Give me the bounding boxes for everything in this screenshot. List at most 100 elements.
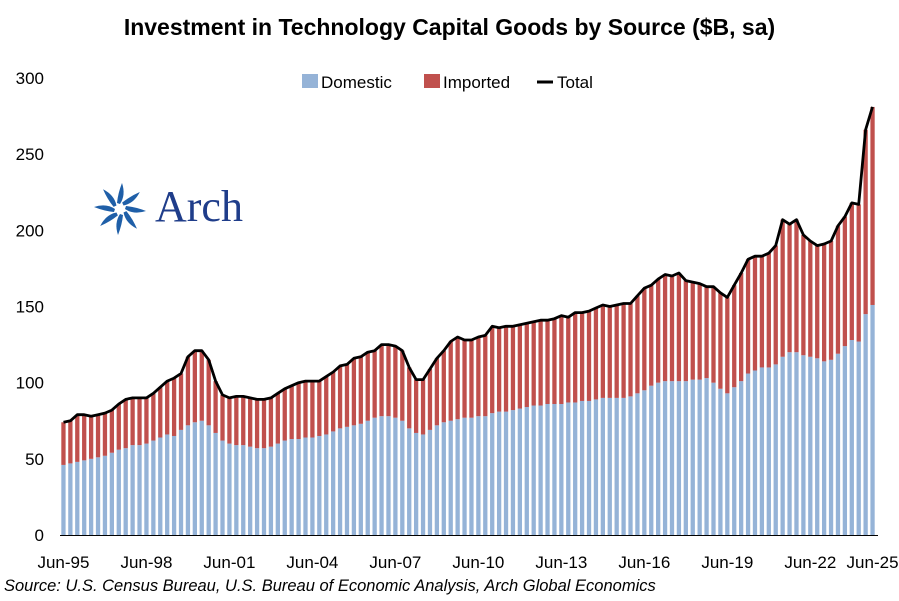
bar-domestic: [358, 423, 363, 535]
bar-domestic: [296, 439, 301, 535]
bar-domestic: [621, 397, 626, 535]
x-tick-label: Jun-13: [535, 553, 587, 572]
bar-domestic: [524, 407, 529, 535]
x-tick-label: Jun-10: [452, 553, 504, 572]
bar-imported: [400, 350, 405, 421]
bar-domestic: [427, 429, 433, 535]
bar-imported: [102, 413, 108, 456]
bar-domestic: [95, 457, 101, 535]
bar-imported: [185, 356, 191, 426]
bar-imported: [642, 288, 647, 391]
bar-imported: [676, 272, 682, 382]
bar-domestic: [856, 341, 861, 535]
bar-imported: [82, 414, 87, 461]
bar-domestic: [559, 403, 564, 535]
bar-imported: [303, 381, 308, 438]
bar-domestic: [842, 346, 848, 535]
bar-domestic: [662, 381, 668, 535]
bar-domestic: [206, 425, 211, 535]
bar-domestic: [234, 445, 239, 535]
bar-domestic: [503, 411, 509, 535]
bar-imported: [849, 202, 854, 341]
bar-imported: [248, 397, 253, 447]
bar-domestic: [801, 355, 806, 535]
bar-domestic: [656, 382, 661, 535]
bar-domestic: [835, 353, 841, 535]
bar-imported: [441, 350, 446, 423]
bar-domestic: [711, 382, 716, 535]
bar-imported: [607, 306, 612, 398]
bar-imported: [787, 224, 792, 353]
bar-domestic: [165, 434, 170, 535]
bar-imported: [434, 358, 440, 426]
bar-domestic: [310, 437, 315, 535]
bar-domestic: [407, 428, 412, 535]
bar-imported: [614, 304, 619, 398]
bar-domestic: [268, 446, 274, 535]
bar-domestic: [400, 420, 405, 535]
bar-domestic: [116, 449, 121, 535]
bar-imported: [137, 397, 142, 446]
imported-bars: [61, 106, 875, 465]
bar-domestic: [261, 448, 267, 535]
bar-imported: [683, 280, 688, 382]
bar-imported: [365, 352, 370, 421]
bar-imported: [856, 204, 861, 342]
bar-imported: [490, 326, 495, 414]
bar-domestic: [75, 461, 80, 535]
bar-imported: [835, 225, 841, 354]
bar-domestic: [379, 416, 384, 535]
bar-domestic: [109, 452, 115, 535]
star-arm: [116, 214, 123, 235]
bar-imported: [559, 315, 564, 404]
bar-domestic: [752, 370, 758, 535]
bar-imported: [296, 382, 301, 440]
bar-domestic: [780, 356, 785, 535]
bar-domestic: [137, 445, 142, 535]
bar-imported: [165, 381, 170, 435]
bar-domestic: [227, 443, 232, 535]
bar-imported: [870, 106, 875, 305]
bar-domestic: [642, 390, 647, 535]
bar-imported: [61, 422, 66, 465]
bar-imported: [393, 346, 398, 418]
y-tick-label: 200: [16, 221, 44, 240]
bar-domestic: [282, 440, 287, 535]
bar-imported: [815, 245, 820, 359]
bar-imported: [109, 410, 115, 453]
bar-imported: [337, 365, 343, 429]
bar-domestic: [579, 400, 585, 535]
bar-imported: [649, 285, 654, 386]
bar-imported: [130, 397, 135, 446]
bar-domestic: [344, 426, 350, 535]
bar-domestic: [510, 410, 516, 535]
bar-domestic: [192, 422, 197, 535]
bar-imported: [566, 317, 571, 403]
chart-title: Investment in Technology Capital Goods b…: [123, 14, 776, 40]
bar-domestic: [566, 402, 571, 535]
star-icon: [94, 183, 146, 235]
bar-imported: [88, 416, 94, 459]
bar-domestic: [158, 437, 163, 535]
bar-imported: [268, 397, 274, 447]
bar-imported: [213, 381, 218, 433]
bar-domestic: [220, 440, 225, 535]
bar-imported: [517, 324, 523, 409]
x-tick-label: Jun-16: [618, 553, 670, 572]
bar-imported: [462, 340, 467, 418]
bar-domestic: [586, 400, 592, 535]
bar-imported: [171, 378, 177, 436]
star-arm: [100, 212, 118, 226]
bar-domestic: [718, 388, 723, 535]
bar-domestic: [130, 445, 135, 535]
bar-domestic: [455, 419, 460, 535]
bar-domestic: [614, 397, 619, 535]
bar-imported: [628, 303, 633, 397]
domestic-bars: [61, 304, 875, 535]
bar-domestic: [821, 361, 827, 535]
bar-domestic: [199, 420, 204, 535]
bar-domestic: [88, 458, 94, 535]
source-note: Source: U.S. Census Bureau, U.S. Bureau …: [4, 577, 656, 595]
bar-imported: [220, 394, 225, 441]
bar-domestic: [331, 431, 336, 535]
